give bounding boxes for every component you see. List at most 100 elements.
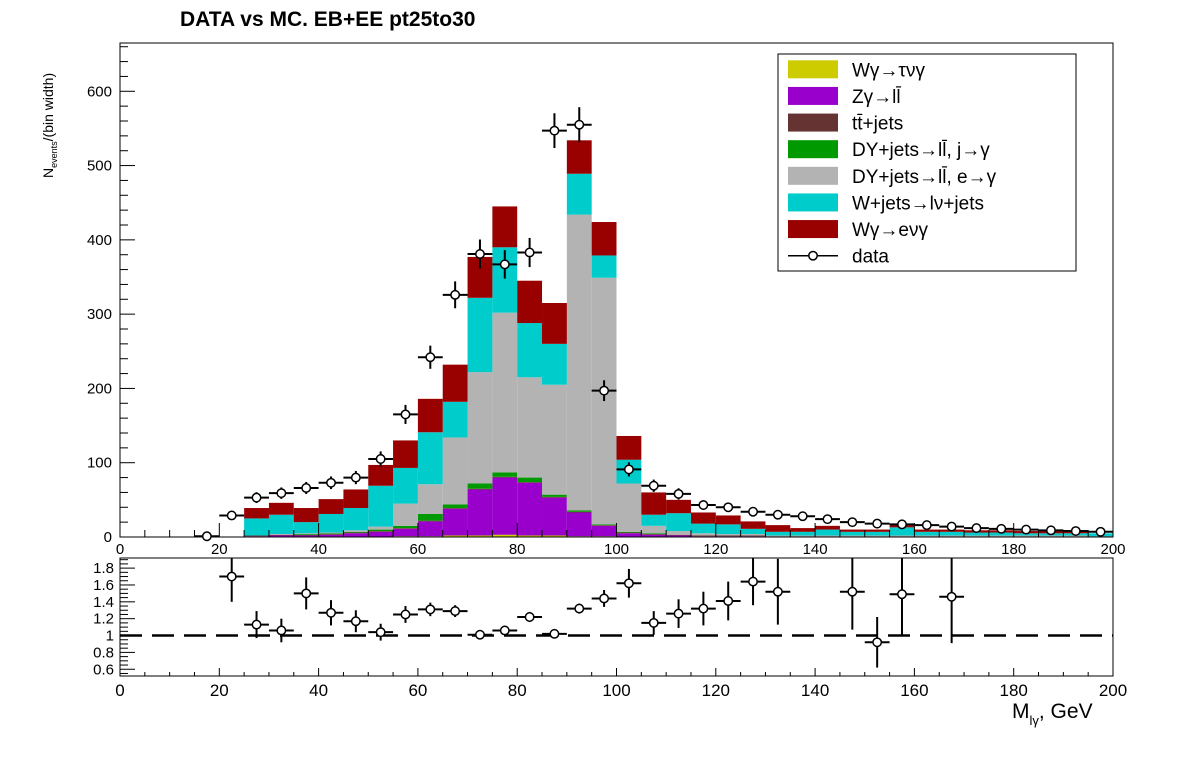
ratio-point (897, 589, 907, 600)
data-point (450, 289, 461, 300)
ratio-point (574, 603, 585, 614)
bar-wgamma_enugamma-29 (839, 529, 865, 532)
data-point (350, 472, 361, 483)
ratio-point (698, 603, 709, 614)
bar-wgamma_enugamma-19 (591, 222, 617, 256)
bar-wgamma_enugamma-32 (914, 529, 940, 532)
bar-dy_e-19 (591, 277, 617, 525)
legend-label-zgamma: Zγ→ll̄ (852, 87, 902, 108)
bar-ttbar-6 (268, 534, 294, 536)
data-point (425, 352, 436, 363)
ratio-point (301, 588, 312, 599)
bar-dy_e-12 (417, 484, 443, 514)
ratio-x-tick-label: 200 (1099, 681, 1127, 700)
legend-label-data: data (852, 247, 889, 268)
x-axis-label: Mlγ, GeV (1012, 700, 1093, 728)
y-tick-label: 300 (87, 306, 112, 323)
legend-label-dy_jet: DY+jets→ll̄, j→γ (852, 140, 990, 161)
bar-dy_e-29 (839, 535, 865, 537)
bar-zgamma-18 (566, 512, 592, 537)
data-point (723, 502, 734, 513)
bar-dy_e-21 (641, 525, 667, 534)
bar-wgamma_enugamma-12 (417, 398, 443, 433)
x-tick-label: 20 (211, 541, 228, 558)
bar-wjets-9 (343, 508, 369, 531)
bar-wjets-34 (964, 532, 989, 536)
bar-dy_e-24 (715, 534, 741, 536)
data-point (623, 464, 634, 475)
bar-ttbar-25 (740, 535, 766, 537)
bar-dy_e-17 (542, 384, 567, 495)
data-point (301, 483, 312, 493)
bar-wgamma_enugamma-9 (343, 489, 369, 509)
ratio-point (350, 616, 361, 627)
bar-wgamma_enugamma-26 (765, 525, 791, 532)
bar-dy_e-36 (1013, 535, 1039, 537)
bar-wgamma_enugamma-18 (566, 140, 592, 174)
bar-wgamma_enugamma-28 (815, 525, 840, 530)
ratio-point (326, 607, 336, 618)
bar-wjets-5 (244, 518, 269, 536)
bar-wjets-25 (740, 528, 766, 535)
data-point (1095, 526, 1106, 537)
legend-label-wgamma_taunugamma: Wγ→τνγ (852, 60, 925, 81)
bar-wgamma_enugamma-11 (393, 440, 418, 468)
bar-wgamma_enugamma-15 (492, 206, 518, 248)
bar-zgamma-9 (343, 533, 369, 537)
legend-label-ttbar: tt̄+jets (852, 114, 903, 135)
ratio-x-tick-label: 0 (115, 681, 124, 700)
bar-zgamma-13 (442, 508, 468, 536)
bar-wjets-27 (790, 531, 816, 536)
bar-dy_e-32 (914, 535, 940, 537)
bar-ttbar-14 (467, 488, 493, 490)
data-point (772, 509, 783, 520)
data-point (897, 519, 907, 530)
bar-wgamma_enugamma-16 (517, 280, 543, 324)
ratio-point (549, 628, 560, 639)
bar-wgamma_taunugamma-14 (467, 535, 493, 537)
x-tick-label: 200 (1100, 541, 1125, 558)
bar-zgamma-11 (393, 528, 418, 537)
ratio-point (499, 625, 510, 636)
bar-dy_jet-19 (591, 524, 617, 526)
data-point (475, 249, 485, 259)
data-point (251, 492, 262, 503)
data-point (226, 510, 237, 521)
ratio-y-tick-label: 1 (106, 628, 114, 645)
bar-wgamma_enugamma-5 (244, 508, 269, 519)
bar-wgamma_taunugamma-15 (492, 534, 518, 537)
ratio-point (723, 596, 734, 606)
bar-wjets-6 (268, 514, 294, 535)
legend-swatch-dy_e (788, 166, 838, 185)
bar-wgamma_enugamma-25 (740, 521, 766, 529)
data-point (400, 409, 411, 420)
bar-dy_e-23 (690, 533, 716, 536)
bar-dy_jet-21 (641, 533, 667, 535)
bar-wgamma_enugamma-17 (542, 303, 567, 344)
ratio-y-tick-label: 0.8 (93, 644, 114, 661)
bar-dy_e-25 (740, 534, 766, 536)
bar-wgamma_enugamma-7 (293, 508, 319, 523)
bar-wjets-18 (566, 173, 592, 215)
bar-dy_e-37 (1038, 535, 1064, 537)
x-tick-label: 180 (1001, 541, 1026, 558)
bar-ttbar-11 (393, 528, 418, 529)
legend-label-dy_e: DY+jets→ll̄, e→γ (852, 167, 997, 188)
bar-wjets-23 (690, 523, 716, 534)
data-point (549, 125, 560, 136)
bar-ttbar-18 (566, 511, 592, 513)
bar-dy_jet-15 (492, 472, 518, 477)
bar-dy_e-28 (815, 535, 840, 537)
bar-zgamma-20 (616, 533, 642, 537)
bar-dy_e-27 (790, 535, 816, 537)
bar-dy_jet-17 (542, 494, 567, 497)
ratio-x-tick-label: 40 (309, 681, 328, 700)
bar-ttbar-22 (666, 534, 691, 536)
bar-wgamma_enugamma-6 (268, 502, 294, 515)
bar-dy_e-20 (616, 483, 642, 532)
bar-ttbar-24 (715, 535, 741, 537)
ratio-point (648, 617, 659, 628)
bar-dy_e-14 (467, 372, 493, 484)
bar-wgamma_taunugamma-13 (442, 535, 468, 537)
ratio-point (599, 593, 610, 604)
